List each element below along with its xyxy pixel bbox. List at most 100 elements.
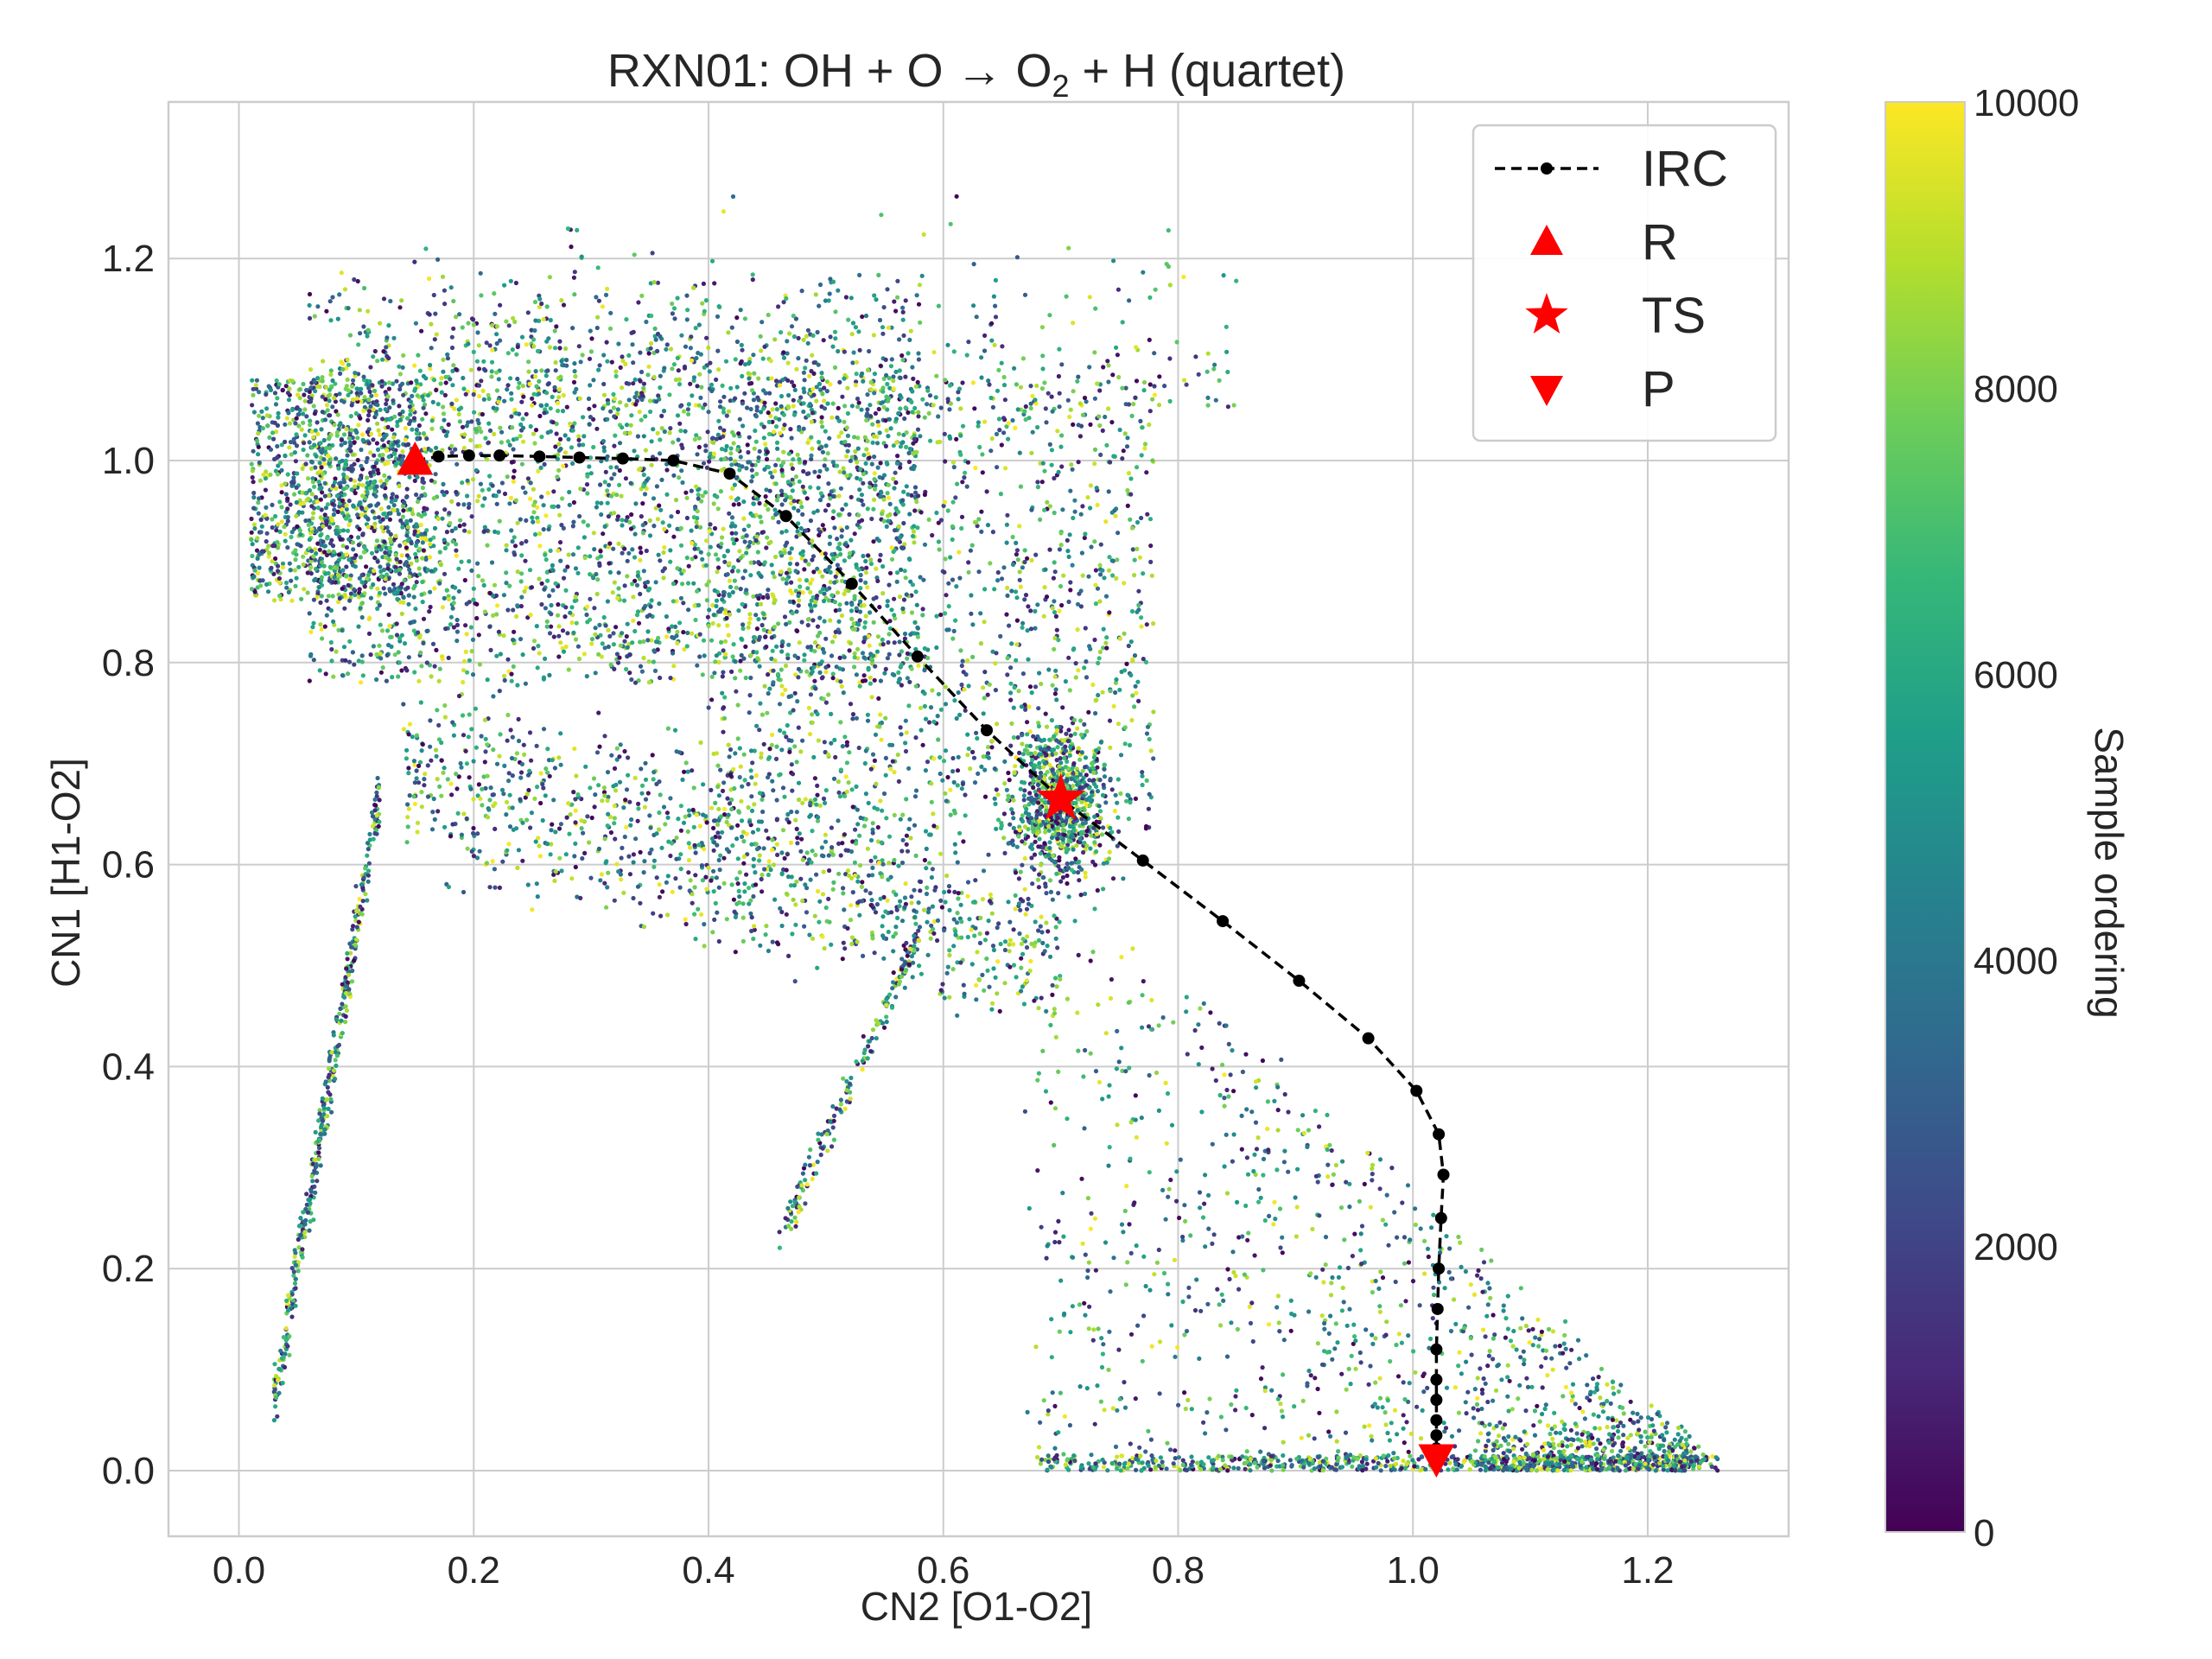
sample-point bbox=[516, 716, 521, 722]
sample-point bbox=[257, 478, 263, 483]
sample-point bbox=[1130, 547, 1135, 552]
sample-point bbox=[519, 553, 524, 558]
sample-point bbox=[993, 975, 998, 980]
sample-point bbox=[735, 823, 741, 828]
sample-point bbox=[591, 776, 597, 781]
sample-point bbox=[1075, 627, 1080, 632]
sample-point bbox=[1035, 877, 1041, 882]
sample-point bbox=[1094, 486, 1099, 491]
sample-point bbox=[1205, 403, 1211, 408]
sample-point bbox=[1402, 1235, 1408, 1240]
sample-point bbox=[1149, 573, 1154, 578]
sample-point bbox=[817, 303, 822, 308]
sample-point bbox=[1413, 1370, 1418, 1375]
sample-point bbox=[836, 434, 842, 439]
sample-point bbox=[492, 867, 498, 872]
sample-point bbox=[365, 841, 371, 846]
sample-point bbox=[1003, 466, 1008, 471]
sample-point bbox=[767, 488, 772, 493]
sample-point bbox=[259, 524, 264, 529]
sample-point bbox=[803, 1178, 808, 1183]
sample-point bbox=[793, 817, 798, 823]
sample-point bbox=[350, 927, 355, 932]
sample-point bbox=[1563, 1319, 1568, 1324]
sample-point bbox=[420, 485, 425, 491]
sample-point bbox=[1419, 1436, 1424, 1441]
sample-point bbox=[746, 460, 751, 465]
sample-point bbox=[1058, 879, 1064, 884]
sample-point bbox=[980, 452, 985, 457]
sample-point bbox=[741, 626, 746, 632]
sample-point bbox=[487, 624, 493, 629]
sample-point bbox=[1109, 420, 1115, 425]
sample-point bbox=[908, 328, 913, 334]
sample-point bbox=[419, 328, 424, 334]
sample-point bbox=[1086, 1326, 1091, 1332]
sample-point bbox=[515, 569, 520, 575]
sample-point bbox=[846, 780, 851, 785]
sample-point bbox=[624, 403, 629, 408]
sample-point bbox=[296, 564, 302, 569]
sample-point bbox=[612, 580, 617, 585]
sample-point bbox=[1088, 483, 1093, 488]
sample-point bbox=[378, 670, 384, 675]
sample-point bbox=[920, 397, 925, 402]
sample-point bbox=[285, 545, 290, 550]
sample-point bbox=[474, 467, 479, 474]
sample-point bbox=[721, 406, 726, 411]
sample-point bbox=[1092, 396, 1097, 401]
sample-point bbox=[1048, 889, 1053, 894]
sample-point bbox=[545, 382, 550, 387]
sample-point bbox=[409, 561, 414, 566]
sample-point bbox=[418, 700, 423, 705]
sample-point bbox=[1245, 1237, 1250, 1243]
sample-point bbox=[742, 881, 747, 887]
sample-point bbox=[318, 600, 323, 606]
sample-point bbox=[334, 456, 339, 461]
sample-point bbox=[632, 555, 638, 560]
sample-point bbox=[855, 646, 861, 652]
sample-point bbox=[918, 728, 924, 733]
sample-point bbox=[1709, 1464, 1714, 1470]
sample-point bbox=[331, 512, 336, 518]
sample-point bbox=[558, 640, 563, 645]
sample-point bbox=[909, 900, 914, 906]
sample-point bbox=[797, 831, 802, 836]
sample-point bbox=[850, 716, 855, 721]
sample-point bbox=[918, 888, 923, 893]
sample-point bbox=[912, 933, 917, 938]
sample-point bbox=[727, 801, 733, 806]
sample-point bbox=[691, 824, 696, 830]
sample-point bbox=[883, 715, 888, 721]
sample-point bbox=[739, 798, 744, 804]
sample-point bbox=[1093, 306, 1098, 311]
sample-point bbox=[361, 324, 366, 329]
sample-point bbox=[430, 399, 435, 404]
sample-point bbox=[838, 679, 843, 684]
sample-point bbox=[353, 592, 358, 598]
sample-point bbox=[346, 659, 353, 664]
sample-point bbox=[1092, 1421, 1097, 1427]
sample-point bbox=[374, 538, 379, 543]
sample-point bbox=[594, 591, 600, 597]
sample-point bbox=[1198, 1466, 1204, 1472]
sample-point bbox=[536, 644, 541, 649]
sample-point bbox=[820, 523, 825, 528]
sample-point bbox=[1122, 631, 1127, 636]
sample-point bbox=[407, 567, 412, 573]
sample-point bbox=[830, 639, 836, 645]
sample-point bbox=[375, 447, 381, 453]
sample-point bbox=[446, 884, 452, 890]
sample-point bbox=[340, 628, 345, 633]
sample-point bbox=[648, 604, 653, 609]
sample-point bbox=[989, 739, 995, 744]
sample-point bbox=[874, 297, 879, 302]
sample-point bbox=[1121, 1230, 1126, 1235]
sample-point bbox=[1532, 1408, 1538, 1414]
sample-point bbox=[602, 836, 607, 842]
sample-point bbox=[729, 462, 734, 467]
sample-point bbox=[643, 584, 648, 589]
sample-point bbox=[731, 897, 737, 902]
sample-point bbox=[1115, 1454, 1120, 1459]
sample-point bbox=[420, 416, 425, 422]
